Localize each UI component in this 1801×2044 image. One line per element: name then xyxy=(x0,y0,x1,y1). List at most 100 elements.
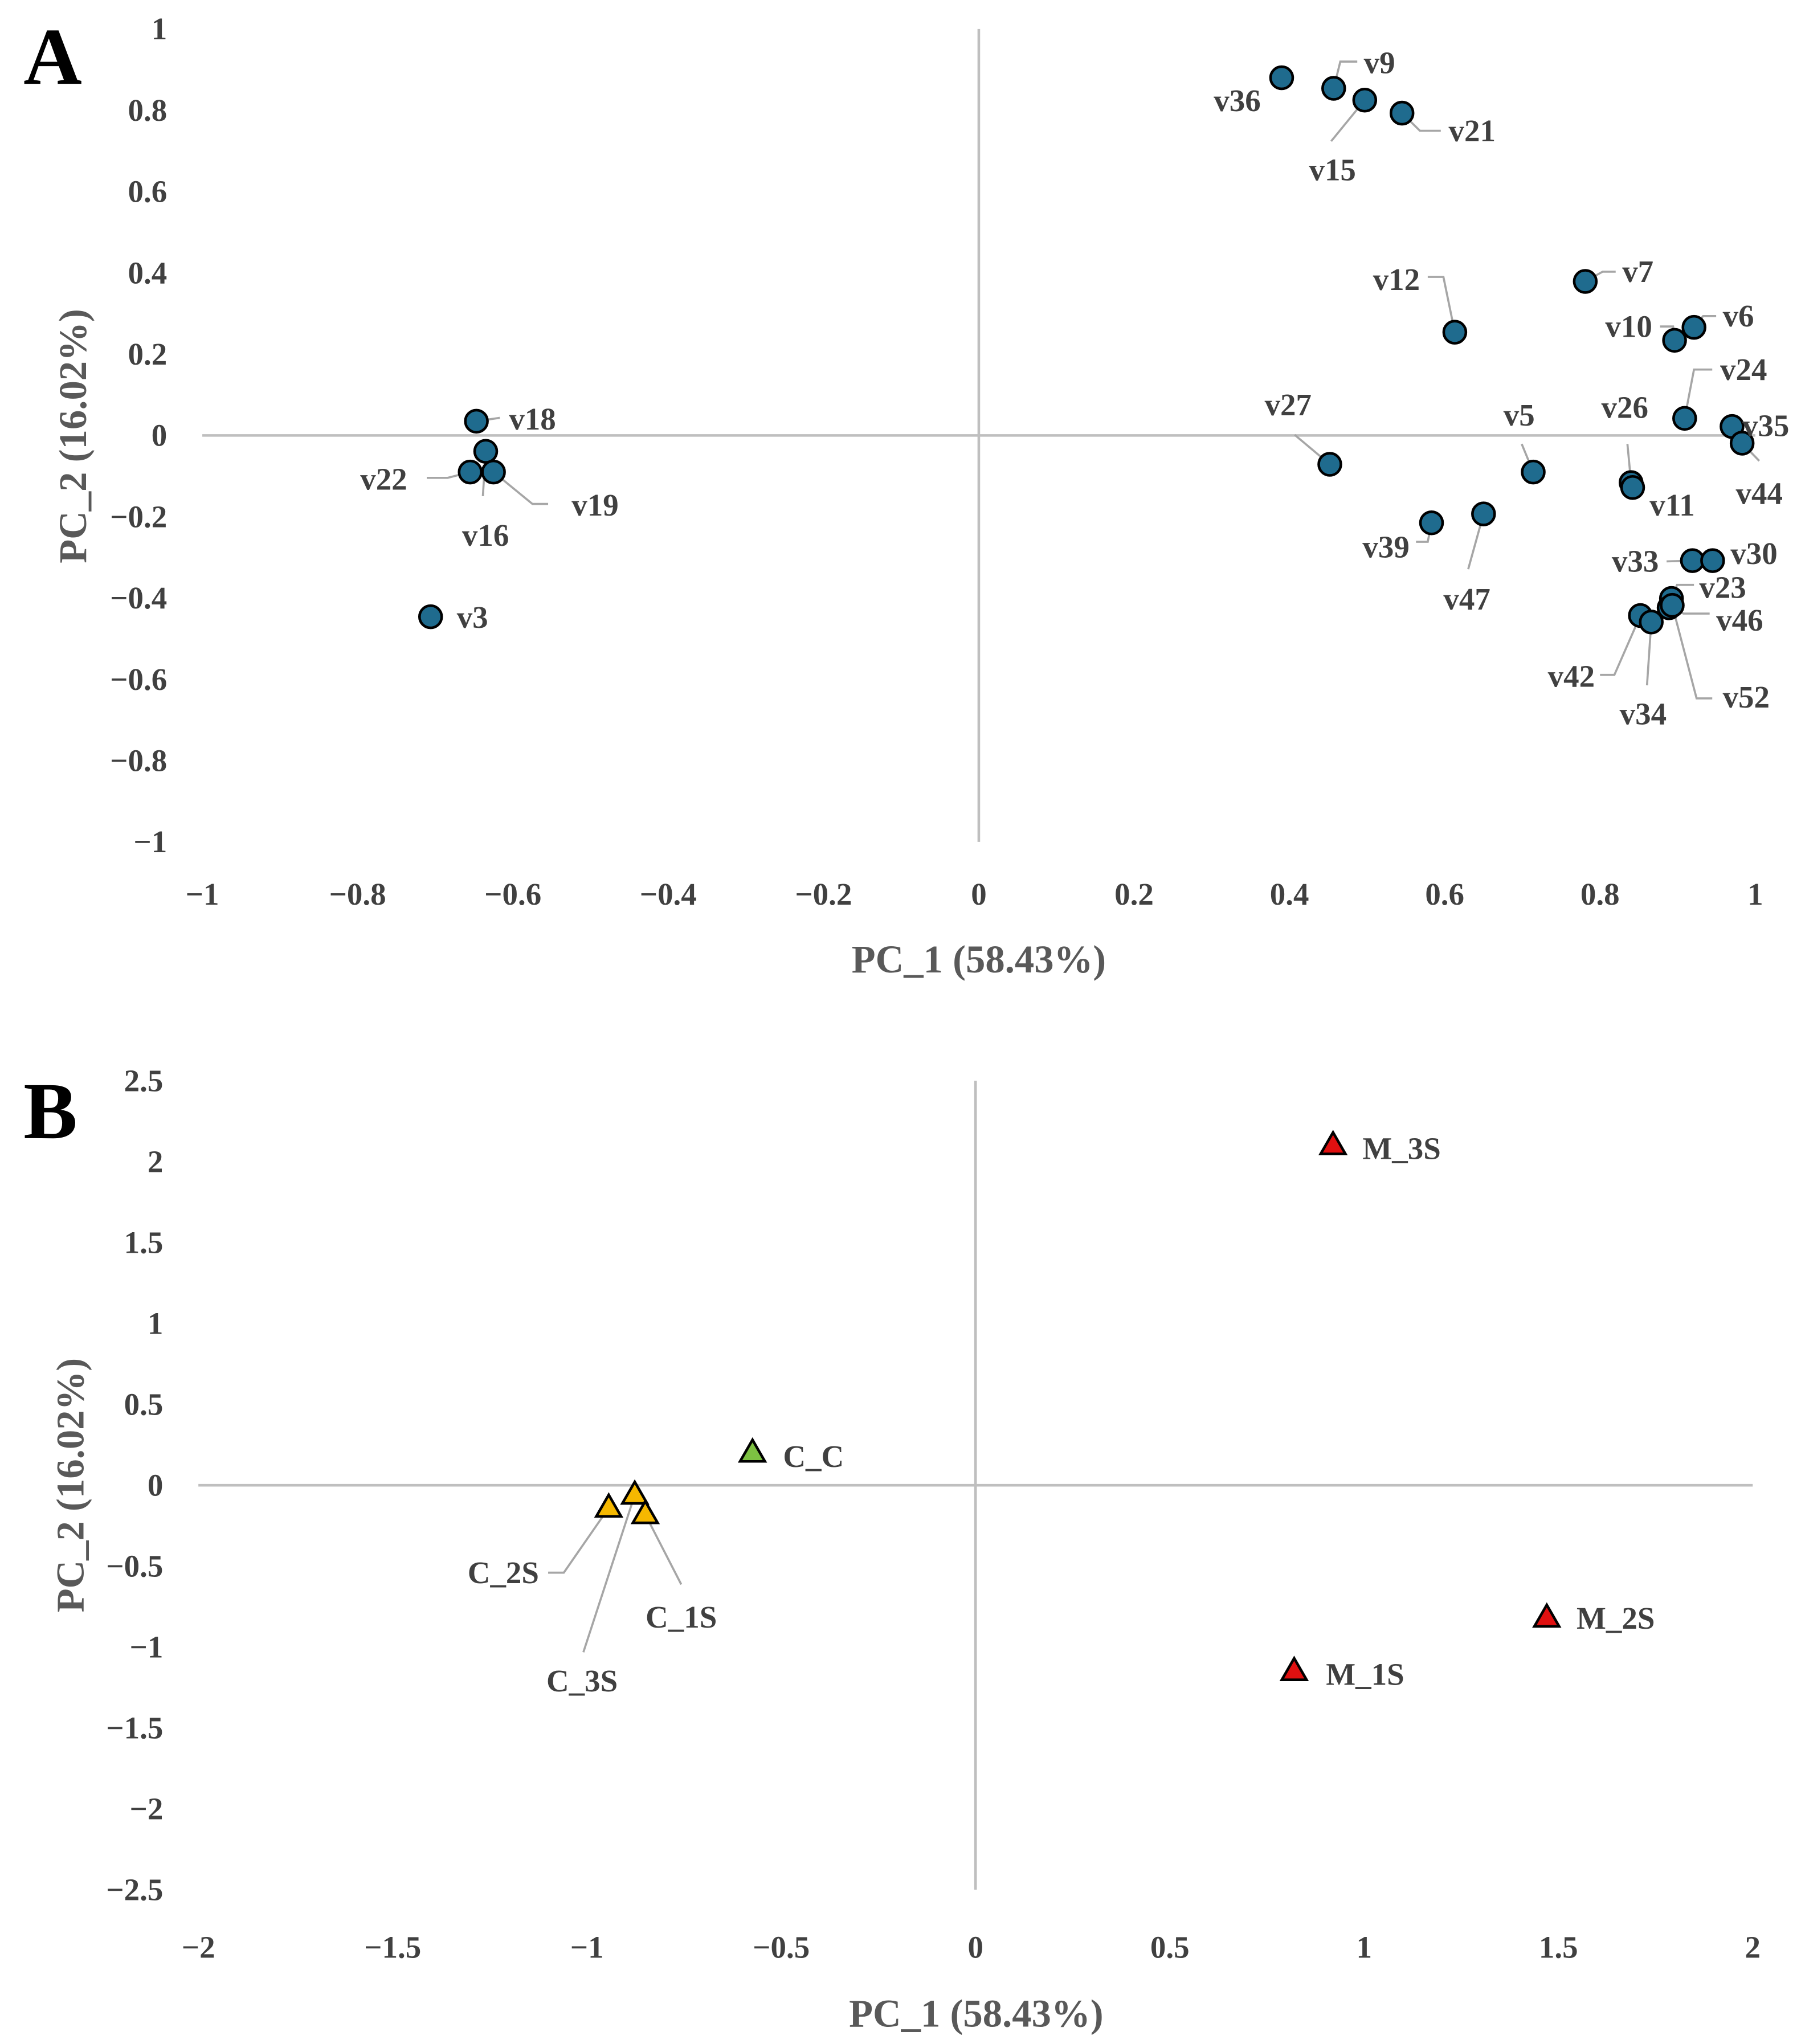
point-v7 xyxy=(1573,269,1598,294)
leader-line-c_3s xyxy=(582,1494,636,1653)
point-label: C_1S xyxy=(646,1600,717,1634)
y-tick-label: 2.5 xyxy=(124,1063,164,1098)
point-m-2s xyxy=(1532,1602,1562,1628)
point-label: v5 xyxy=(1504,398,1535,432)
point-v21 xyxy=(1389,100,1415,126)
plot-b: −2 −1.5 −1 −0.5 0 0.5 1 1.5 2 2.5 2 1.5 1 0.5 0 −0.5 −1 −… xyxy=(106,1063,1761,1964)
y-tick-label: −1 xyxy=(133,824,167,859)
point-label: v22 xyxy=(360,461,407,496)
leader-line-c_2s xyxy=(548,1507,610,1574)
point-label: v6 xyxy=(1723,299,1754,333)
point-label: v27 xyxy=(1265,387,1312,422)
data-labels: v36 v9 v15 v21 v12 v7 v10 v6 v24 v35 v44 v26 v11 v5 v2… xyxy=(360,46,1789,731)
point-v39 xyxy=(1419,510,1444,535)
leader-line-v52 xyxy=(1671,605,1713,700)
point-label: v42 xyxy=(1548,659,1595,693)
point-v19 xyxy=(481,459,506,485)
point-m-3s xyxy=(1318,1130,1348,1155)
point-label: M_3S xyxy=(1362,1131,1440,1166)
x-tick-label: 0.4 xyxy=(1270,877,1309,911)
x-tick-label: −0.5 xyxy=(753,1929,810,1964)
y-tick-label: −0.6 xyxy=(110,662,167,697)
y-tick-label: −1 xyxy=(130,1630,164,1665)
point-v34 xyxy=(1639,610,1664,635)
x-tick-label: 1 xyxy=(1356,1929,1371,1964)
point-v52 xyxy=(1660,592,1685,618)
point-label: v9 xyxy=(1364,46,1395,80)
panel-letter-a: A xyxy=(23,11,82,101)
point-label: v18 xyxy=(509,402,556,436)
point-v9 xyxy=(1321,76,1346,101)
point-label: v33 xyxy=(1612,544,1659,579)
y-tick-label: −2 xyxy=(130,1792,164,1826)
x-tick-label: 0 xyxy=(971,877,986,911)
point-v36 xyxy=(1269,65,1294,91)
y-tick-label: 1.5 xyxy=(124,1225,164,1260)
point-label: v46 xyxy=(1716,603,1763,637)
leader-line-c_1s xyxy=(644,1514,683,1585)
point-v18 xyxy=(464,408,489,434)
panel-letter-b: B xyxy=(23,1066,77,1156)
x-axis-title-a: PC_1 (58.43%) xyxy=(852,938,1106,981)
point-label: v23 xyxy=(1699,570,1746,605)
point-label: v26 xyxy=(1602,390,1648,424)
point-label: M_1S xyxy=(1326,1657,1404,1692)
x-tick-label: 0.8 xyxy=(1581,877,1620,911)
point-label: v15 xyxy=(1309,153,1355,187)
x-tick-label: 0 xyxy=(967,1929,983,1964)
y-tick-label: −0.5 xyxy=(106,1548,163,1583)
point-m-1s xyxy=(1279,1655,1309,1681)
x-tick-label: 0.2 xyxy=(1114,877,1154,911)
y-tick-label: −0.8 xyxy=(110,743,167,778)
point-c-2s xyxy=(594,1492,624,1518)
point-v24 xyxy=(1672,406,1697,431)
point-label: v34 xyxy=(1620,697,1667,731)
x-tick-label: −2 xyxy=(182,1929,215,1964)
x-tick-label: −0.2 xyxy=(795,877,852,911)
point-label: M_2S xyxy=(1577,1601,1655,1636)
point-v22 xyxy=(458,459,483,485)
leader-lines xyxy=(548,1494,683,1653)
point-label: v24 xyxy=(1720,352,1767,387)
point-c-c xyxy=(738,1437,767,1463)
point-c-3s xyxy=(620,1479,650,1505)
point-label: C_C xyxy=(783,1439,844,1474)
point-label: v12 xyxy=(1373,262,1420,297)
point-label: C_2S xyxy=(468,1555,539,1590)
point-c-1s xyxy=(630,1498,660,1524)
point-label: v10 xyxy=(1605,309,1652,344)
y-tick-label: 0.8 xyxy=(128,93,167,128)
y-tick-label: 0 xyxy=(148,1467,163,1502)
point-v11 xyxy=(1620,475,1645,500)
point-label: v16 xyxy=(462,518,509,553)
point-v27 xyxy=(1317,452,1342,477)
point-v44 xyxy=(1729,431,1755,456)
point-label: v44 xyxy=(1735,476,1782,511)
point-label: v52 xyxy=(1723,680,1770,714)
x-tick-label: 1.5 xyxy=(1539,1929,1578,1964)
y-tick-label: −1.5 xyxy=(106,1711,163,1745)
point-v5 xyxy=(1521,459,1546,485)
x-tick-label: −0.8 xyxy=(329,877,386,911)
x-tick-label: −1.5 xyxy=(364,1929,421,1964)
plot-a: −1 −0.8 −0.6 −0.4 −0.2 0 0.2 0.4 0.6 0.8 1 1 0.8 0.6 0… xyxy=(110,11,1789,911)
point-label: v7 xyxy=(1622,254,1653,289)
point-label: C_3S xyxy=(546,1663,618,1698)
point-v33 xyxy=(1680,548,1705,573)
leader-lines xyxy=(427,60,1761,700)
point-label: v21 xyxy=(1449,113,1496,148)
x-tick-label: −1 xyxy=(186,877,219,911)
data-labels: M_3S M_2S M_1S C_C C_2S C_3S C_1S xyxy=(468,1131,1655,1699)
y-tick-label: 0 xyxy=(152,418,167,453)
y-tick-label: −2.5 xyxy=(106,1873,163,1907)
leader-line-v12 xyxy=(1427,276,1456,333)
point-v6 xyxy=(1681,314,1706,340)
y-tick-label: 0.2 xyxy=(128,337,167,371)
x-tick-label: 2 xyxy=(1745,1929,1761,1964)
point-v12 xyxy=(1442,320,1468,345)
y-axis-title-b: PC_2 (16.02%) xyxy=(49,1358,92,1613)
y-tick-label: 2 xyxy=(148,1144,163,1179)
x-tick-label: 0.5 xyxy=(1150,1929,1190,1964)
y-tick-label: 1 xyxy=(148,1306,163,1340)
